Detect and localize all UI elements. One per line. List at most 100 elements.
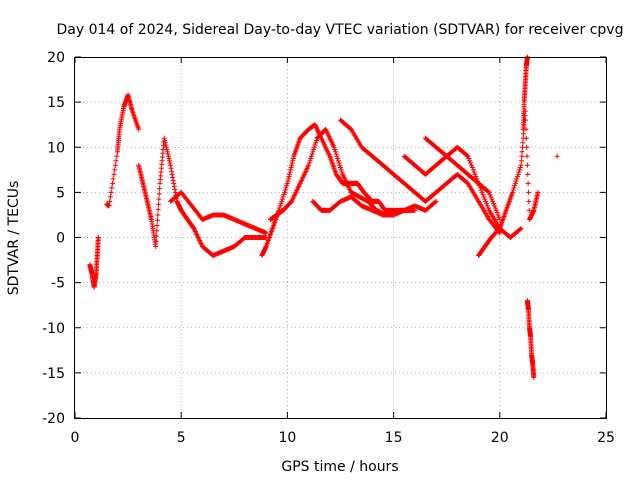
data-point bbox=[496, 214, 502, 220]
y-tick-label: 10 bbox=[47, 140, 65, 156]
data-point bbox=[167, 158, 173, 164]
data-point bbox=[313, 123, 319, 129]
plot-frame bbox=[74, 57, 607, 419]
data-point bbox=[114, 153, 120, 159]
data-point bbox=[281, 192, 287, 198]
data-point bbox=[524, 144, 530, 150]
data-point bbox=[311, 144, 317, 150]
data-point bbox=[479, 189, 485, 195]
data-point bbox=[283, 185, 289, 191]
data-point bbox=[277, 205, 283, 211]
x-tick-label: 25 bbox=[597, 430, 615, 446]
data-point bbox=[277, 203, 283, 209]
data-point bbox=[282, 187, 288, 193]
data-point bbox=[168, 165, 174, 171]
chart-title: Day 014 of 2024, Sidereal Day-to-day VTE… bbox=[57, 22, 624, 38]
data-point bbox=[161, 135, 167, 141]
data-point bbox=[466, 156, 472, 162]
data-point bbox=[263, 230, 269, 236]
data-point bbox=[480, 192, 486, 198]
data-point bbox=[515, 171, 521, 177]
data-point bbox=[524, 162, 530, 168]
data-point bbox=[310, 149, 316, 155]
y-tick-label: -15 bbox=[42, 366, 65, 382]
data-point bbox=[337, 162, 343, 168]
data-point bbox=[487, 192, 493, 198]
series-track-midday-c bbox=[310, 194, 439, 218]
data-point bbox=[154, 228, 160, 234]
data-point bbox=[517, 165, 523, 171]
data-point bbox=[284, 180, 290, 186]
data-point bbox=[468, 160, 474, 166]
data-point bbox=[311, 147, 317, 153]
data-point bbox=[491, 201, 497, 207]
data-point bbox=[483, 198, 489, 204]
data-point bbox=[472, 171, 478, 177]
data-point bbox=[488, 194, 494, 200]
series-track-morning-a bbox=[136, 135, 269, 259]
data-point bbox=[554, 153, 560, 159]
data-point bbox=[315, 127, 321, 133]
data-point bbox=[108, 189, 114, 195]
data-point bbox=[519, 153, 525, 159]
data-point bbox=[169, 168, 175, 174]
data-point bbox=[485, 189, 491, 195]
data-point bbox=[331, 144, 337, 150]
series-track-afternoon-c bbox=[422, 135, 503, 222]
y-tick-label: 5 bbox=[56, 185, 65, 201]
data-point bbox=[518, 162, 524, 168]
data-point bbox=[167, 160, 173, 166]
data-point bbox=[470, 167, 476, 173]
data-point bbox=[481, 194, 487, 200]
data-point bbox=[155, 207, 161, 213]
x-tick-label: 0 bbox=[71, 430, 80, 446]
data-point bbox=[512, 180, 518, 186]
data-point bbox=[518, 225, 524, 231]
data-point bbox=[314, 125, 320, 131]
series-track-late-drop bbox=[524, 298, 537, 380]
data-point bbox=[314, 126, 320, 132]
data-point bbox=[154, 222, 160, 228]
data-point bbox=[517, 226, 523, 232]
data-point bbox=[514, 176, 520, 182]
data-point bbox=[486, 189, 492, 195]
data-point bbox=[315, 128, 321, 134]
data-point bbox=[313, 124, 319, 130]
data-point bbox=[478, 187, 484, 193]
data-point bbox=[519, 144, 525, 150]
data-point bbox=[288, 165, 294, 171]
data-point bbox=[513, 178, 519, 184]
series-track-early-b bbox=[104, 92, 142, 209]
data-point bbox=[172, 186, 178, 192]
data-point bbox=[169, 171, 175, 177]
data-point bbox=[333, 149, 339, 155]
data-point bbox=[156, 196, 162, 202]
series-track-evening bbox=[476, 108, 541, 259]
data-point bbox=[412, 207, 418, 213]
data-point bbox=[467, 158, 473, 164]
x-tick-label: 15 bbox=[385, 430, 403, 446]
data-point bbox=[485, 205, 491, 211]
data-point bbox=[285, 176, 291, 182]
series-track-early bbox=[87, 235, 101, 290]
data-point bbox=[525, 171, 531, 177]
data-point bbox=[109, 185, 115, 191]
data-point bbox=[339, 169, 345, 175]
data-point bbox=[516, 169, 522, 175]
data-point bbox=[515, 174, 520, 180]
data-point bbox=[164, 149, 170, 155]
data-point bbox=[153, 233, 159, 239]
data-point bbox=[154, 217, 160, 223]
data-point bbox=[307, 158, 313, 164]
x-tick-label: 20 bbox=[491, 430, 509, 446]
data-point bbox=[111, 171, 117, 177]
data-point bbox=[525, 189, 531, 195]
data-point bbox=[494, 210, 500, 216]
data-point bbox=[156, 201, 162, 207]
data-point bbox=[484, 201, 490, 207]
data-point bbox=[489, 196, 495, 202]
data-point bbox=[531, 374, 537, 380]
series-track-midday-b bbox=[267, 126, 397, 222]
x-tick-labels: 0 5 10 15 20 25 bbox=[71, 430, 615, 446]
data-point bbox=[278, 201, 284, 207]
